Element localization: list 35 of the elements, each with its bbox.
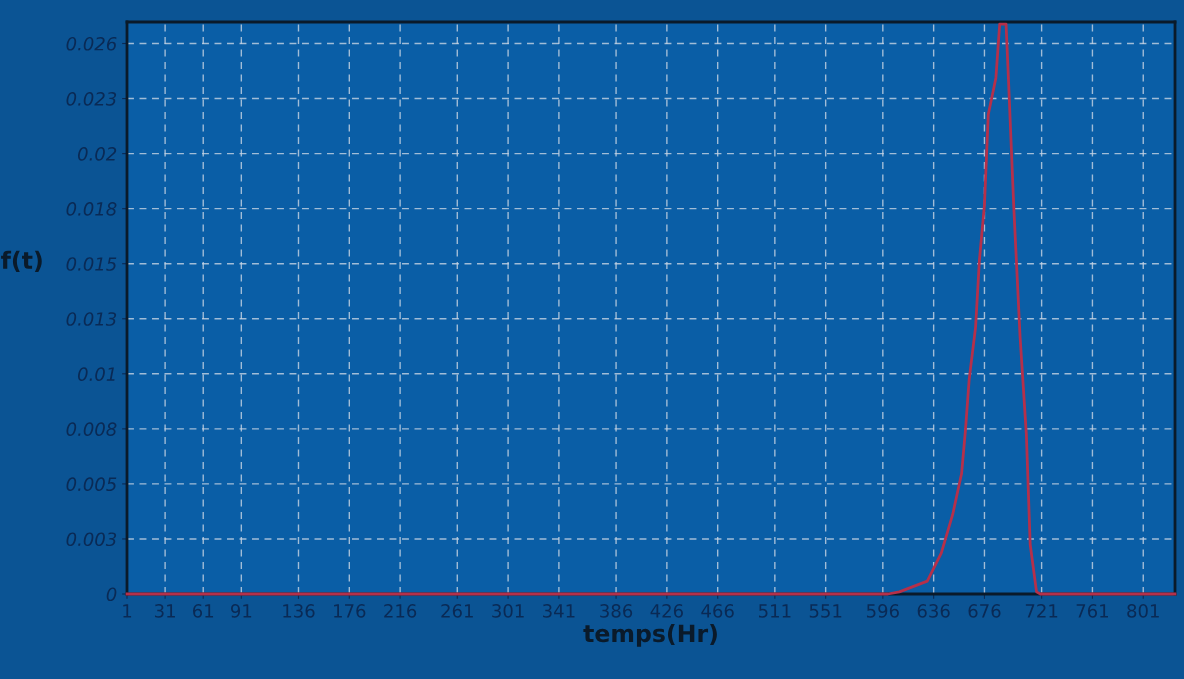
- x-tick-label: 426: [650, 604, 683, 618]
- x-tick-label: 801: [1127, 604, 1159, 618]
- y-tick-label: 0: [106, 587, 117, 602]
- x-tick-label: 551: [809, 604, 842, 618]
- y-tick-label: 0.02: [77, 147, 117, 161]
- x-tick-label: 31: [155, 604, 175, 618]
- x-tick-label: 136: [283, 604, 315, 618]
- y-tick-label: 0.005: [66, 477, 117, 492]
- y-tick-label: 0.015: [66, 257, 117, 271]
- x-tick-label: 61: [192, 604, 214, 618]
- x-tick-label: 1: [123, 604, 132, 618]
- y-tick-label: 0.018: [66, 202, 117, 216]
- x-axis-title: temps(Hr): [583, 624, 717, 647]
- x-tick-label: 761: [1076, 604, 1108, 618]
- y-tick-label: 0.01: [77, 367, 115, 381]
- y-tick-label: 0.026: [66, 36, 117, 51]
- line-series: [125, 22, 1177, 596]
- x-tick-label: 216: [384, 604, 417, 618]
- y-axis-title: f(t): [1, 250, 42, 272]
- x-tick-label: 386: [600, 604, 633, 618]
- x-tick-label: 676: [968, 604, 1001, 618]
- x-tick-label: 301: [492, 604, 524, 618]
- x-tick-label: 636: [917, 604, 950, 618]
- x-tick-label: 176: [334, 604, 366, 618]
- y-tick-label: 0.008: [66, 422, 117, 436]
- x-tick-label: 341: [543, 604, 575, 618]
- x-tick-label: 91: [230, 604, 252, 618]
- y-tick-label: 0.023: [66, 92, 117, 106]
- x-tick-label: 721: [1025, 604, 1058, 618]
- y-tick-label: 0.003: [66, 532, 117, 547]
- x-tick-label: 466: [701, 604, 734, 618]
- y-tick-label: 0.013: [66, 312, 117, 326]
- x-tick-label: 596: [866, 604, 899, 618]
- x-tick-label: 261: [441, 604, 473, 618]
- x-tick-label: 511: [759, 604, 791, 618]
